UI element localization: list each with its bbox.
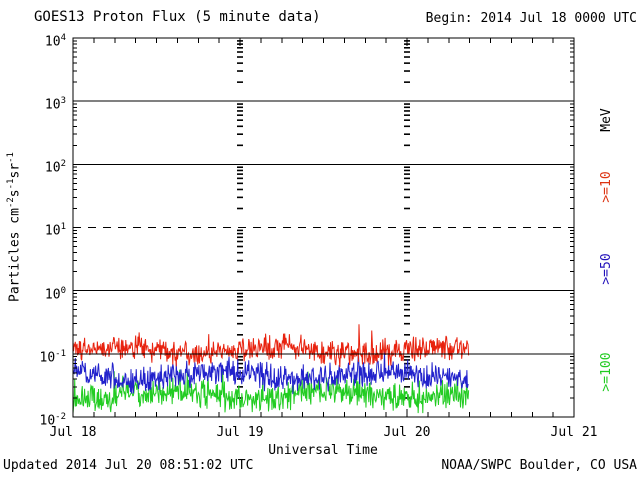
y-tick-exp: 3 <box>60 96 66 106</box>
x-tick-jul21: Jul 21 <box>550 425 598 440</box>
x-axis-title: Universal Time <box>268 443 378 458</box>
begin-timestamp: Begin: 2014 Jul 18 0000 UTC <box>425 11 637 26</box>
x-tick-jul18: Jul 18 <box>49 425 97 440</box>
y-tick-base: 10 <box>39 350 56 366</box>
y-tick-base: 10 <box>44 223 61 239</box>
y-tick-1e-2: 10-2 <box>8 410 67 429</box>
y-axis-title-sup: -1 <box>6 178 16 190</box>
flux-trace-50MeV <box>72 350 469 395</box>
chart-title: GOES13 Proton Flux (5 minute data) <box>34 9 321 25</box>
y-tick-base: 10 <box>39 413 56 429</box>
updated-timestamp: Updated 2014 Jul 20 08:51:02 UTC <box>3 458 254 473</box>
y-tick-1e2: 102 <box>8 157 66 175</box>
y-tick-1e4: 104 <box>8 31 66 49</box>
y-tick-exp: 1 <box>60 222 66 232</box>
y-tick-base: 10 <box>44 160 61 176</box>
y-tick-base: 10 <box>44 97 61 113</box>
x-tick-jul20: Jul 20 <box>383 425 431 440</box>
y-tick-base: 10 <box>44 34 61 50</box>
y-tick-base: 10 <box>44 287 61 303</box>
side-label-ge100: >=100 <box>599 352 614 392</box>
y-tick-exp: 0 <box>60 286 66 296</box>
y-tick-1e-1: 10-1 <box>8 347 67 366</box>
y-tick-1e1: 101 <box>8 220 66 238</box>
y-tick-1e0: 100 <box>8 284 66 302</box>
x-tick-jul19: Jul 19 <box>216 425 264 440</box>
side-label-ge50: >=50 <box>599 253 614 285</box>
y-axis-title-sup: -2 <box>6 197 16 209</box>
y-tick-exp: -2 <box>55 412 66 422</box>
flux-trace-10MeV <box>72 324 470 368</box>
source-attribution: NOAA/SWPC Boulder, CO USA <box>441 458 637 473</box>
flux-trace-100MeV <box>72 369 470 414</box>
y-tick-exp: 2 <box>60 159 66 169</box>
y-tick-exp: -1 <box>55 349 66 359</box>
y-tick-exp: 4 <box>60 33 66 43</box>
y-tick-1e3: 103 <box>8 94 66 112</box>
